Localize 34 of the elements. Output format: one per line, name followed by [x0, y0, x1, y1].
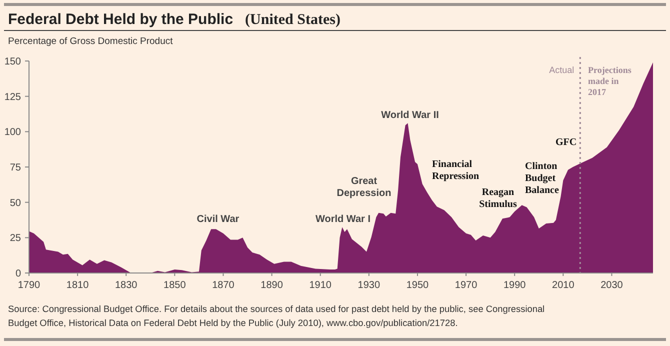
- annotation: GFC: [555, 137, 577, 148]
- y-tick-label: 100: [4, 127, 22, 138]
- annotation: Clinton Budget Balance: [525, 161, 560, 196]
- chart-title: Federal Debt Held by the Public: [8, 11, 234, 28]
- source-note: Source: Congressional Budget Office. For details about the sources of data used for past debt held by the public, see Congressional Budget Office, Historical Data on Federal Debt Held by the Public (July 2010), www.cbo.gov/publication/21728.: [8, 304, 545, 328]
- x-tick-label: 1830: [114, 280, 138, 291]
- x-tick-label: 2030: [600, 280, 624, 291]
- y-tick-label: 125: [4, 92, 22, 103]
- y-tick-label: 50: [10, 198, 22, 209]
- x-tick-label: 1850: [164, 280, 186, 291]
- y-axis-title: Percentage of Gross Domestic Product: [8, 36, 174, 47]
- x-tick-label: 1810: [66, 280, 90, 291]
- chart-subtitle: (United States): [245, 12, 340, 28]
- x-tick-label: 1930: [358, 280, 380, 291]
- annotation: World War II: [381, 110, 440, 121]
- y-tick-label: 75: [10, 162, 22, 174]
- x-tick-label: 1870: [212, 280, 235, 291]
- x-tick-label: 1950: [406, 280, 430, 291]
- x-tick-label: 1890: [260, 280, 284, 291]
- y-tick-label: 150: [4, 56, 22, 68]
- ref-line-label: Actual: [549, 65, 574, 75]
- annotation: Projections made in 2017: [588, 65, 632, 97]
- x-tick-label: 1970: [454, 280, 478, 291]
- annotation: Reagan Stimulus: [479, 187, 518, 210]
- annotation: World War I: [316, 214, 371, 225]
- x-tick-label: 1990: [503, 280, 526, 291]
- annotation: Great Depression: [336, 176, 392, 199]
- annotation: Civil War: [196, 214, 240, 225]
- x-tick-label: 1910: [309, 280, 332, 291]
- y-tick-label: 25: [10, 233, 22, 244]
- y-tick-label: 0: [15, 268, 22, 280]
- x-tick-label: 2010: [552, 280, 575, 291]
- annotation: Financial Repression: [432, 159, 480, 182]
- x-tick-label: 1790: [18, 280, 41, 291]
